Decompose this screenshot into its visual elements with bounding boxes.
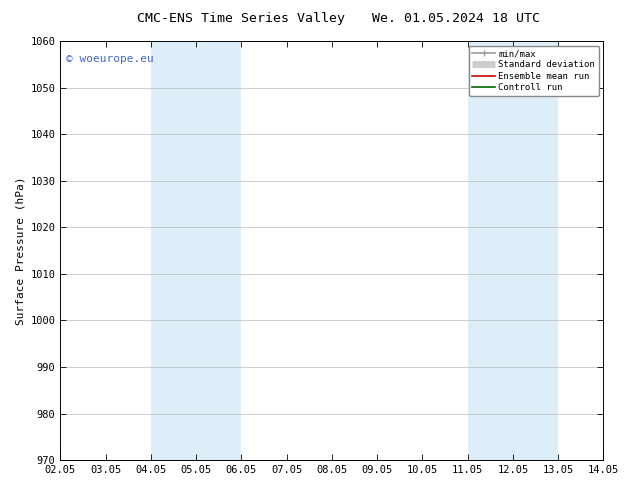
Bar — [468, 41, 558, 460]
Text: CMC-ENS Time Series Valley: CMC-ENS Time Series Valley — [137, 12, 345, 25]
Text: © woeurope.eu: © woeurope.eu — [66, 53, 153, 64]
Legend: min/max, Standard deviation, Ensemble mean run, Controll run: min/max, Standard deviation, Ensemble me… — [469, 46, 599, 96]
Text: We. 01.05.2024 18 UTC: We. 01.05.2024 18 UTC — [373, 12, 540, 25]
Y-axis label: Surface Pressure (hPa): Surface Pressure (hPa) — [15, 176, 25, 325]
Bar — [151, 41, 242, 460]
